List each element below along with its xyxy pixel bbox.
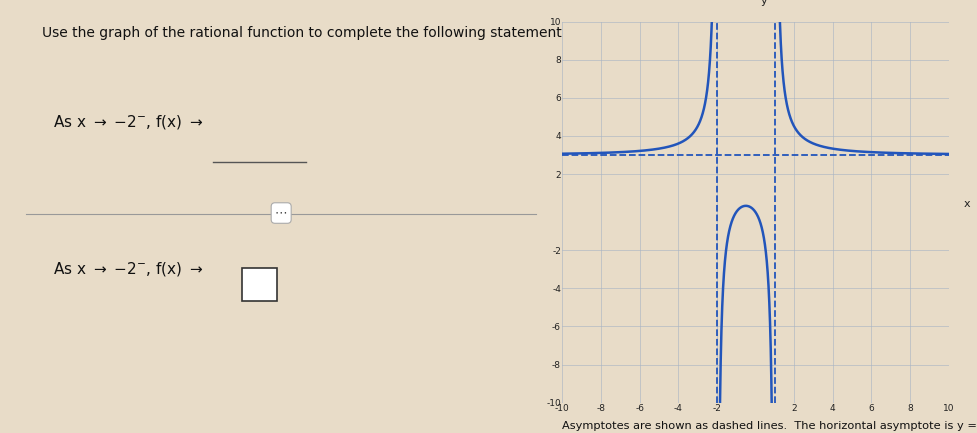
Text: y: y xyxy=(760,0,767,6)
Text: As x $\rightarrow$ $-2^{-}$, f(x) $\rightarrow$: As x $\rightarrow$ $-2^{-}$, f(x) $\righ… xyxy=(53,113,203,131)
Text: x: x xyxy=(963,199,970,209)
FancyBboxPatch shape xyxy=(241,268,276,301)
Text: ⋯: ⋯ xyxy=(275,207,287,220)
Text: Use the graph of the rational function to complete the following statement.: Use the graph of the rational function t… xyxy=(42,26,566,40)
Text: Asymptotes are shown as dashed lines.  The horizontal asymptote is y = 3.: Asymptotes are shown as dashed lines. Th… xyxy=(562,421,977,431)
Text: As x $\rightarrow$ $-2^{-}$, f(x) $\rightarrow$: As x $\rightarrow$ $-2^{-}$, f(x) $\righ… xyxy=(53,260,203,278)
